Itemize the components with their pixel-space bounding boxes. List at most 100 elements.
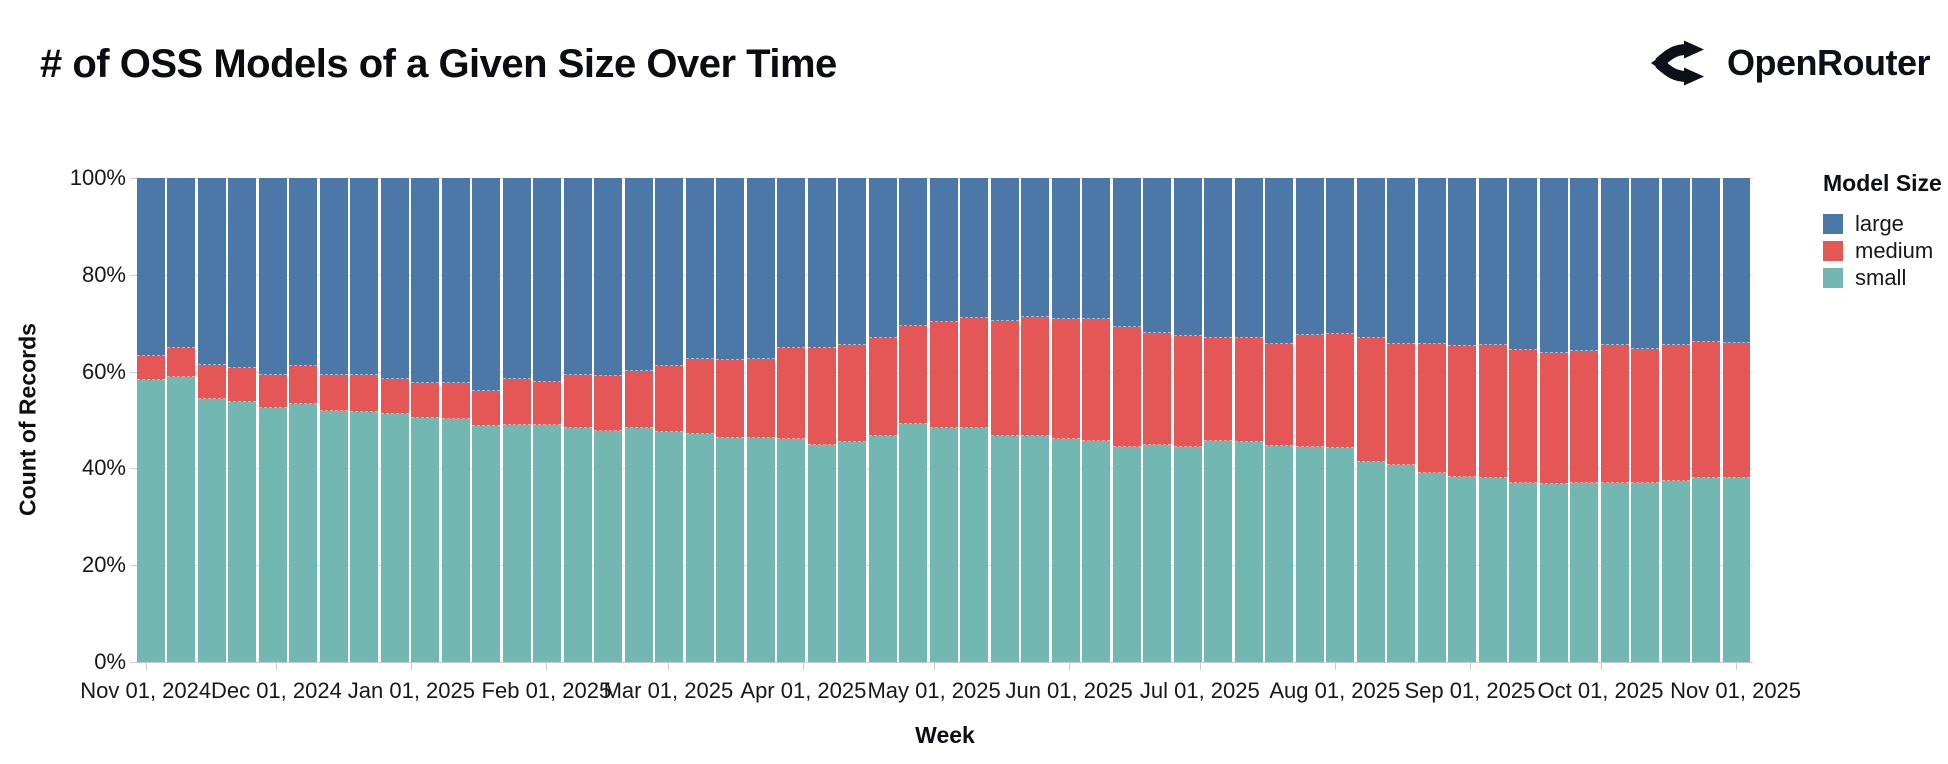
bar-segment-small[interactable] — [1631, 482, 1660, 662]
bar-segment-medium[interactable] — [1539, 353, 1568, 485]
bar-segment-medium[interactable] — [319, 374, 348, 411]
bar-segment-large[interactable] — [258, 178, 287, 375]
bar-segment-small[interactable] — [868, 436, 897, 662]
bar-segment-small[interactable] — [1509, 483, 1538, 662]
bar-segment-small[interactable] — [350, 411, 379, 662]
bar-segment-medium[interactable] — [1692, 341, 1720, 479]
bar-segment-small[interactable] — [1295, 446, 1324, 662]
bar-segment-small[interactable] — [563, 428, 592, 662]
bar-segment-small[interactable] — [380, 414, 409, 662]
bar-segment-small[interactable] — [411, 418, 440, 662]
bar-segment-medium[interactable] — [1143, 332, 1172, 446]
bar-segment-medium[interactable] — [1295, 334, 1324, 447]
bar-segment-small[interactable] — [441, 419, 470, 662]
bar-segment-large[interactable] — [1387, 178, 1416, 345]
bar-segment-large[interactable] — [411, 178, 440, 384]
bar-segment-large[interactable] — [1722, 178, 1751, 343]
bar-segment-medium[interactable] — [594, 376, 623, 431]
bar-segment-medium[interactable] — [1600, 344, 1629, 483]
bar-segment-large[interactable] — [716, 178, 745, 360]
bar-segment-large[interactable] — [533, 178, 562, 383]
bar-segment-small[interactable] — [990, 436, 1019, 662]
bar-segment-large[interactable] — [350, 178, 379, 375]
bar-segment-large[interactable] — [685, 178, 714, 359]
bar-segment-medium[interactable] — [1478, 345, 1507, 479]
bar-segment-medium[interactable] — [502, 379, 531, 425]
bar-segment-medium[interactable] — [289, 365, 318, 405]
bar-segment-large[interactable] — [502, 178, 531, 380]
bar-segment-medium[interactable] — [777, 347, 806, 439]
bar-segment-large[interactable] — [563, 178, 592, 375]
bar-segment-small[interactable] — [1265, 445, 1294, 662]
bar-segment-small[interactable] — [289, 404, 318, 662]
bar-segment-medium[interactable] — [838, 344, 867, 442]
bar-segment-large[interactable] — [1417, 178, 1446, 344]
bar-segment-medium[interactable] — [1356, 337, 1385, 462]
bar-segment-large[interactable] — [197, 178, 226, 365]
bar-segment-large[interactable] — [990, 178, 1019, 321]
bar-segment-large[interactable] — [441, 178, 470, 383]
bar-segment-small[interactable] — [1417, 472, 1446, 662]
bar-segment-large[interactable] — [1143, 178, 1172, 333]
bar-segment-large[interactable] — [899, 178, 928, 327]
bar-segment-large[interactable] — [1326, 178, 1355, 335]
bar-segment-medium[interactable] — [1326, 334, 1355, 448]
bar-segment-medium[interactable] — [868, 337, 897, 437]
bar-segment-large[interactable] — [380, 178, 409, 380]
bar-segment-medium[interactable] — [258, 374, 287, 408]
bar-segment-medium[interactable] — [563, 374, 592, 429]
bar-segment-small[interactable] — [258, 407, 287, 662]
bar-segment-large[interactable] — [1448, 178, 1477, 346]
bar-segment-small[interactable] — [929, 428, 958, 662]
bar-segment-small[interactable] — [777, 438, 806, 662]
bar-segment-small[interactable] — [1021, 436, 1050, 662]
bar-segment-large[interactable] — [1478, 178, 1507, 346]
bar-segment-medium[interactable] — [197, 364, 226, 400]
bar-segment-medium[interactable] — [716, 359, 745, 438]
bar-segment-small[interactable] — [1692, 478, 1720, 662]
bar-segment-small[interactable] — [319, 410, 348, 662]
bar-segment-medium[interactable] — [990, 320, 1019, 437]
bar-segment-medium[interactable] — [1722, 342, 1751, 478]
bar-segment-small[interactable] — [1082, 440, 1111, 662]
bar-segment-small[interactable] — [899, 424, 928, 662]
bar-segment-large[interactable] — [868, 178, 897, 338]
bar-segment-large[interactable] — [1051, 178, 1080, 319]
bar-segment-small[interactable] — [1234, 441, 1263, 662]
bar-segment-medium[interactable] — [533, 382, 562, 425]
bar-segment-large[interactable] — [1356, 178, 1385, 338]
bar-segment-small[interactable] — [624, 427, 653, 662]
bar-segment-medium[interactable] — [1234, 338, 1263, 442]
bar-segment-large[interactable] — [1600, 178, 1629, 345]
bar-segment-medium[interactable] — [1631, 348, 1660, 483]
bar-segment-small[interactable] — [838, 441, 867, 662]
bar-segment-medium[interactable] — [380, 379, 409, 415]
bar-segment-medium[interactable] — [960, 318, 989, 428]
bar-segment-small[interactable] — [533, 424, 562, 662]
bar-segment-medium[interactable] — [746, 358, 775, 438]
bar-segment-medium[interactable] — [1204, 338, 1233, 441]
bar-segment-small[interactable] — [960, 427, 989, 662]
bar-segment-large[interactable] — [1631, 178, 1660, 349]
bar-segment-small[interactable] — [1600, 482, 1629, 662]
bar-segment-small[interactable] — [1051, 438, 1080, 662]
bar-segment-large[interactable] — [594, 178, 623, 377]
bar-segment-large[interactable] — [289, 178, 318, 366]
bar-segment-medium[interactable] — [1661, 344, 1690, 481]
bar-segment-large[interactable] — [1692, 178, 1720, 342]
bar-segment-small[interactable] — [655, 432, 684, 662]
bar-segment-small[interactable] — [1326, 447, 1355, 662]
bar-segment-small[interactable] — [1112, 446, 1141, 662]
bar-segment-large[interactable] — [1234, 178, 1263, 339]
bar-segment-small[interactable] — [1356, 461, 1385, 662]
bar-segment-large[interactable] — [1021, 178, 1050, 317]
bar-segment-small[interactable] — [1661, 480, 1690, 662]
bar-segment-large[interactable] — [1082, 178, 1111, 320]
bar-segment-small[interactable] — [594, 430, 623, 662]
bar-segment-small[interactable] — [1722, 477, 1751, 662]
bar-segment-large[interactable] — [1265, 178, 1294, 345]
bar-segment-medium[interactable] — [1570, 350, 1599, 484]
bar-segment-large[interactable] — [1112, 178, 1141, 328]
bar-segment-large[interactable] — [624, 178, 653, 372]
bar-segment-large[interactable] — [960, 178, 989, 319]
